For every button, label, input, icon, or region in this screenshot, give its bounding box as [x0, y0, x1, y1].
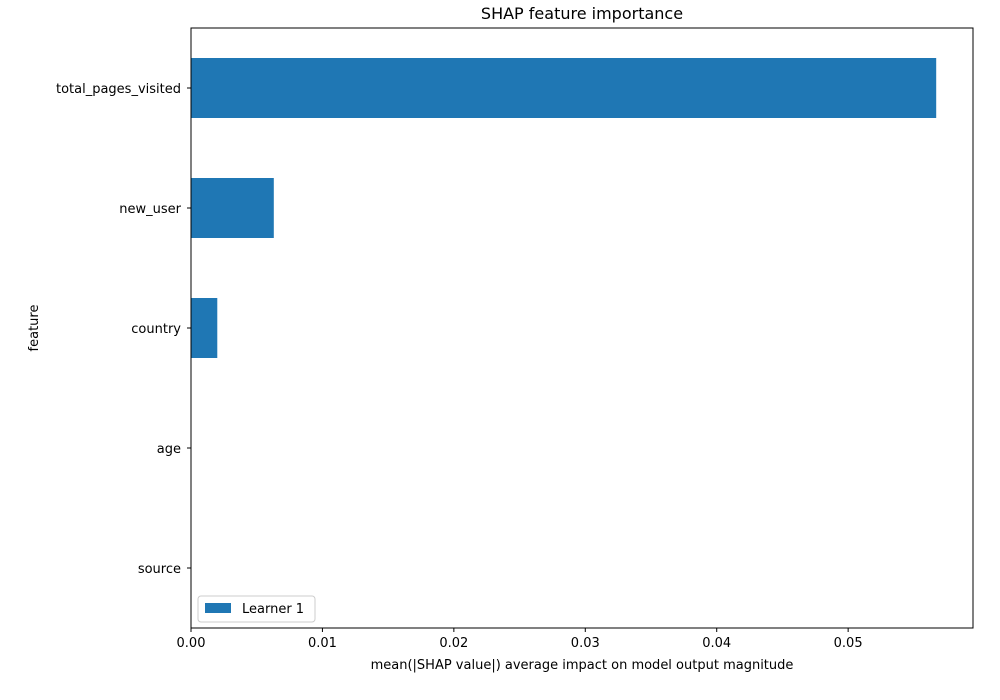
bars-group [191, 58, 937, 358]
x-tick-label: 0.01 [308, 636, 337, 651]
y-tick-label: country [131, 322, 181, 337]
legend: Learner 1 [197, 595, 316, 623]
x-axis-label: mean(|SHAP value|) average impact on mod… [371, 658, 794, 673]
y-tick-label: source [138, 562, 181, 577]
bar-new_user [191, 178, 274, 238]
y-tick-label: age [157, 442, 181, 457]
x-axis-ticks: 0.00 0.01 0.02 0.03 0.04 0.05 [177, 628, 863, 651]
plot-area-frame [190, 27, 974, 629]
bar-country [191, 298, 218, 358]
x-tick-label: 0.04 [702, 636, 731, 651]
y-axis-label: feature [27, 305, 42, 352]
y-tick-label: new_user [119, 202, 181, 217]
legend-label: Learner 1 [242, 602, 304, 617]
bar-total_pages_visited [191, 58, 937, 118]
legend-swatch [205, 603, 231, 613]
x-tick-label: 0.03 [571, 636, 600, 651]
x-tick-label: 0.00 [177, 636, 206, 651]
chart-title: SHAP feature importance [481, 4, 683, 23]
x-tick-label: 0.02 [439, 636, 468, 651]
x-tick-label: 0.05 [834, 636, 863, 651]
y-tick-label: total_pages_visited [56, 82, 181, 97]
legend-frame [197, 595, 316, 623]
